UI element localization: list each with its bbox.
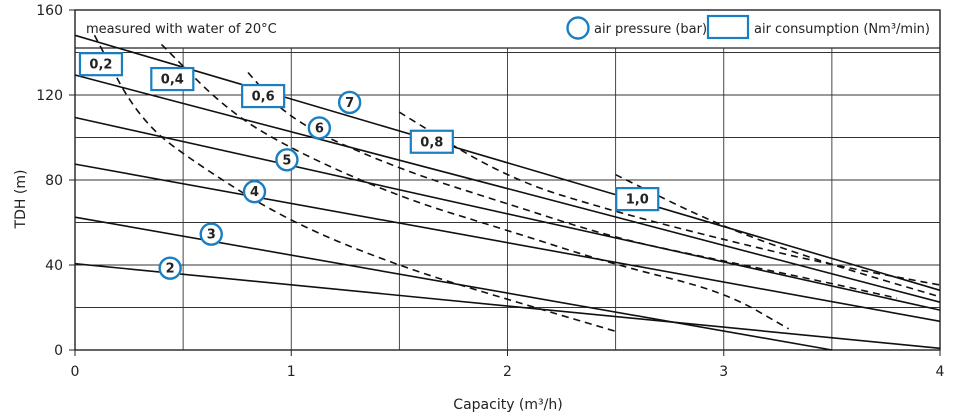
pressure-line-7bar — [74, 34, 941, 292]
x-tick-label: 1 — [287, 364, 296, 380]
pressure-label-3: 3 — [207, 228, 216, 243]
legend-circle-symbol — [566, 16, 590, 40]
labels-layer: 2 3 4 5 6 7 0,2 0,4 0,6 0,8 1,0 — [78, 52, 660, 280]
chart-note: measured with water of 20°C — [86, 22, 277, 37]
y-tick-label: 80 — [45, 173, 63, 189]
pressure-label-4: 4 — [250, 185, 259, 200]
pressure-marker-7 — [337, 90, 362, 115]
air-curve-0-4 — [160, 43, 789, 330]
air-label-0-6: 0,6 — [252, 90, 275, 105]
x-tick-label: 4 — [936, 364, 945, 380]
air-curve-0-8 — [398, 111, 941, 286]
pressure-line-2bar — [74, 262, 941, 350]
air-label-0-4: 0,4 — [161, 73, 184, 88]
x-tick-label: 3 — [719, 364, 728, 380]
y-tick-label: 0 — [54, 343, 63, 359]
air-label-0-8: 0,8 — [420, 135, 443, 150]
pressure-marker-6 — [307, 116, 332, 140]
y-tick-label: 120 — [36, 88, 63, 104]
air-curve-0-6 — [247, 71, 897, 299]
pressure-label-2: 2 — [166, 262, 175, 277]
y-tick-label: 160 — [36, 3, 63, 19]
pressure-marker-2 — [158, 256, 182, 280]
air-curve-0-2 — [93, 34, 617, 333]
pressure-line-5bar — [74, 116, 941, 311]
pressure-label-6: 6 — [315, 121, 324, 136]
x-axis-title: Capacity (m³/h) — [453, 397, 562, 413]
air-marker-0-4 — [150, 66, 195, 92]
x-tick-label: 0 — [71, 364, 80, 380]
grid — [75, 47, 940, 350]
x-tick-label: 2 — [503, 364, 512, 380]
y-axis-title: TDH (m) — [13, 170, 29, 230]
pressure-marker-5 — [275, 148, 299, 172]
air-marker-0-8 — [409, 129, 454, 154]
air-marker-0-6 — [241, 83, 286, 109]
pressure-line-4bar — [74, 163, 941, 323]
air-label-1-0: 1,0 — [626, 193, 649, 208]
pressure-marker-4 — [242, 179, 267, 204]
air-label-0-2: 0,2 — [89, 58, 112, 73]
pressure-label-5: 5 — [282, 153, 291, 168]
pressure-marker-3 — [199, 222, 223, 246]
pressure-line-6bar — [74, 74, 941, 303]
series-layer — [74, 34, 941, 351]
y-tick-label: 40 — [45, 258, 63, 274]
legend-label-air: air consumption (Nm³/min) — [754, 22, 930, 37]
air-marker-0-2 — [78, 52, 124, 77]
air-marker-1-0 — [615, 187, 660, 212]
pressure-label-7: 7 — [345, 96, 354, 111]
legend-box-symbol — [706, 14, 750, 40]
legend-label-pressure: air pressure (bar) — [594, 22, 707, 37]
